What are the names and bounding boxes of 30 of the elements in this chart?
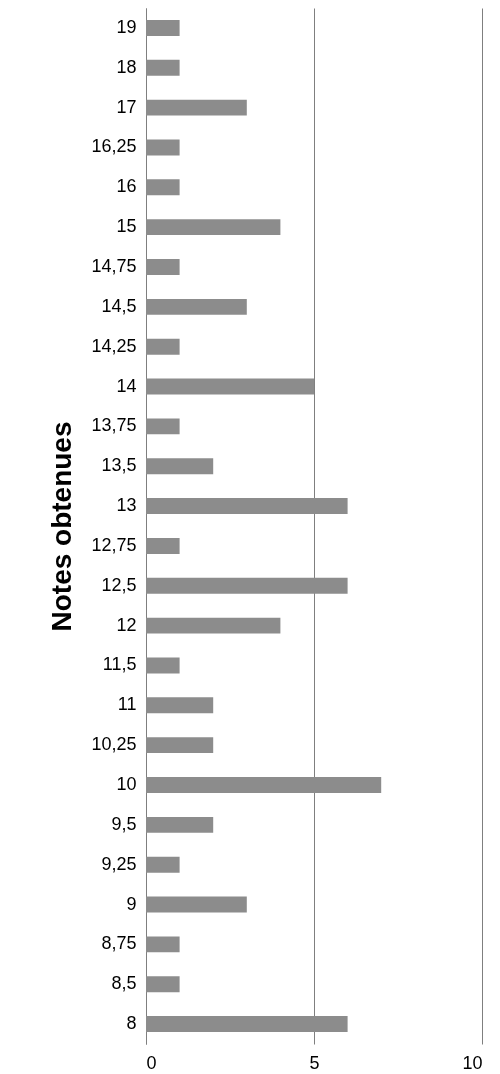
y-tick-label: 13,5	[101, 455, 137, 476]
y-tick-label: 9,25	[101, 853, 137, 874]
y-tick-label: 19	[116, 16, 137, 37]
y-tick-label: 14	[116, 375, 137, 396]
x-tick-label: 5	[309, 1052, 320, 1073]
y-tick-label: 17	[116, 96, 137, 117]
x-tick-label: 10	[462, 1052, 483, 1073]
x-tick-label: 0	[146, 1052, 157, 1073]
y-tick-label: 18	[116, 56, 137, 77]
y-tick-label: 8,75	[101, 933, 137, 954]
y-tick-label: 8,5	[111, 973, 137, 994]
y-tick-label: 14,75	[91, 256, 137, 276]
y-tick-label: 16,25	[91, 136, 137, 157]
y-tick-label: 11	[117, 694, 137, 715]
y-tick-label: 14,5	[101, 295, 137, 316]
y-tick-label: 12,5	[101, 574, 137, 595]
y-tick-label: 9,5	[111, 813, 137, 834]
y-tick-label: 10	[116, 774, 137, 794]
y-tick-label: 10,25	[91, 734, 137, 755]
y-tick-label: 16	[116, 176, 137, 197]
y-tick-label: 15	[116, 216, 137, 237]
y-axis-title: Notes obtenues	[46, 421, 78, 632]
y-tick-label: 13	[116, 495, 137, 516]
y-tick-label: 12	[116, 614, 137, 635]
y-tick-label: 12,75	[91, 534, 137, 555]
y-tick-label: 9	[126, 893, 137, 914]
y-tick-label: 11,5	[102, 654, 137, 675]
y-tick-label: 13,75	[91, 415, 137, 436]
y-tick-label: 8	[126, 1013, 137, 1034]
y-tick-label: 14,25	[91, 335, 137, 356]
